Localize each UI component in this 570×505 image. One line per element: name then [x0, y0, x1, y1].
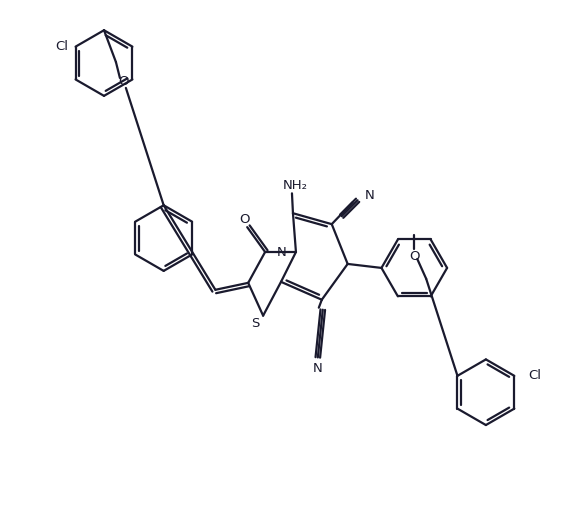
- Text: O: O: [409, 250, 420, 264]
- Text: N: N: [313, 362, 323, 375]
- Text: O: O: [119, 75, 129, 88]
- Text: O: O: [239, 213, 250, 226]
- Text: N: N: [277, 246, 287, 260]
- Text: N: N: [365, 189, 374, 202]
- Text: S: S: [251, 317, 259, 330]
- Text: Cl: Cl: [528, 369, 541, 382]
- Text: Cl: Cl: [55, 40, 68, 53]
- Text: NH₂: NH₂: [283, 179, 307, 192]
